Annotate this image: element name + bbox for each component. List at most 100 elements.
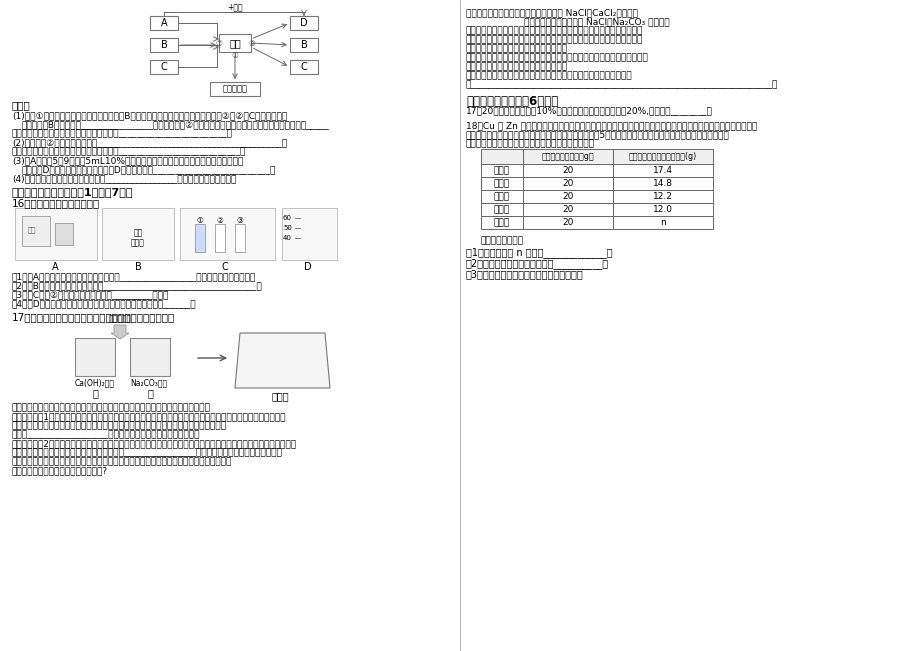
- Text: C: C: [161, 62, 167, 72]
- Text: 红磷: 红磷: [28, 227, 36, 233]
- Text: 乙同学猜想：废液中含有 NaCl、Na₂CO₃ 两种物质: 乙同学猜想：废液中含有 NaCl、Na₂CO₃ 两种物质: [524, 17, 669, 26]
- Text: 经过讨论确定，甲同学试管中废液含有的溶质是________________（填化学式），才会出现上述现象。: 经过讨论确定，甲同学试管中废液含有的溶质是________________（填化…: [12, 448, 282, 457]
- Text: 20: 20: [562, 218, 573, 227]
- Text: 加入稀硫酸的质量（g）: 加入稀硫酸的质量（g）: [541, 152, 594, 161]
- Text: 第３次: 第３次: [494, 192, 509, 201]
- Text: 17.4: 17.4: [652, 166, 673, 175]
- Text: 甲同学实验：取少量废液于试管中，向其中滴加碳酸钠溶液，无明显现象。: 甲同学实验：取少量废液于试管中，向其中滴加碳酸钠溶液，无明显现象。: [466, 35, 642, 44]
- Text: A: A: [161, 18, 167, 28]
- Text: 为了科学处理试验后产生的废液，甲、乙同学决定对废液缸中最终废液溶液的成分实行探究。: 为了科学处理试验后产生的废液，甲、乙同学决定对废液缸中最终废液溶液的成分实行探究…: [12, 457, 233, 466]
- Text: 【提出问题】最终废液中含有什么溶质?: 【提出问题】最终废液中含有什么溶质?: [12, 466, 108, 475]
- Text: 在此过程中，判断铜绿没有完全反应的现象是________________________。: 在此过程中，判断铜绿没有完全反应的现象是____________________…: [12, 129, 233, 138]
- Text: 是___________________________________________________________________。: 是_______________________________________…: [466, 80, 777, 89]
- Text: 第１次: 第１次: [494, 166, 509, 175]
- Text: 40: 40: [283, 235, 291, 241]
- Bar: [612, 164, 712, 177]
- Text: 60: 60: [283, 215, 291, 221]
- Text: C: C: [301, 62, 307, 72]
- Text: Na₂CO₃溶液: Na₂CO₃溶液: [130, 378, 167, 387]
- Bar: [150, 38, 177, 52]
- Text: （4）图D中配置一定溶质质量分数的氯化钠溶液时，结果会偏______。: （4）图D中配置一定溶质质量分数的氯化钠溶液时，结果会偏______。: [12, 299, 197, 308]
- Bar: [22, 216, 50, 246]
- Text: D: D: [300, 18, 308, 28]
- Text: (2)写出实验②反应的化学方程式_________________________________________。: (2)写出实验②反应的化学方程式________________________…: [12, 138, 287, 147]
- Text: (4)经过讨论，同学的建议小形能够用________________除去橡架上的绿色物质。: (4)经过讨论，同学的建议小形能够用________________除去橡架上的…: [12, 174, 236, 183]
- Text: 甲: 甲: [92, 388, 97, 398]
- Bar: [522, 164, 612, 177]
- Bar: [522, 177, 612, 190]
- Text: （1）图A中用碳代替红磷，在集气瓶中放入_________________溶液才能保证实验成功。: （1）图A中用碳代替红磷，在集气瓶中放入_________________溶液才…: [12, 272, 256, 281]
- Bar: [180, 208, 275, 260]
- Bar: [55, 223, 73, 245]
- Bar: [102, 208, 174, 260]
- Text: 20: 20: [562, 166, 573, 175]
- FancyArrow shape: [111, 325, 129, 339]
- Text: 第４次: 第４次: [494, 205, 509, 214]
- Text: 试填空: 试填空: [12, 100, 30, 110]
- Bar: [215, 224, 225, 252]
- Text: 17将20克溶质质量分数为10%的氢氧化钠溶液质量分数增至20%,需蒸发水________克: 17将20克溶质质量分数为10%的氢氧化钠溶液质量分数增至20%,需蒸发水___…: [466, 106, 712, 115]
- Text: 【观察与讨论2】当乙同学沿废液缸内壁缓慢摇摆圆锥液体时，观察到废液缸中先有气泡产生，然后又出现了白色沉淀。: 【观察与讨论2】当乙同学沿废液缸内壁缓慢摇摆圆锥液体时，观察到废液缸中先有气泡产…: [12, 439, 297, 448]
- Text: 绿色悬浮液: 绿色悬浮液: [222, 85, 247, 94]
- Text: 12.2: 12.2: [652, 192, 672, 201]
- Bar: [75, 338, 115, 376]
- Text: ①: ①: [197, 216, 203, 225]
- Text: 20: 20: [562, 179, 573, 188]
- Bar: [289, 16, 318, 30]
- Text: 17、甲、乙同学在学完酸的化学性质后，做了如下实验：: 17、甲、乙同学在学完酸的化学性质后，做了如下实验：: [12, 312, 175, 322]
- Bar: [289, 60, 318, 74]
- Text: 四、计算题（本题共6分。）: 四、计算题（本题共6分。）: [466, 95, 558, 108]
- Text: 充分反应后剩余固体的质量(g): 充分反应后剩余固体的质量(g): [629, 152, 697, 161]
- Text: 盐酸: 盐酸: [133, 228, 142, 237]
- Text: 第５次: 第５次: [494, 218, 509, 227]
- Text: 碳酸钠: 碳酸钠: [130, 238, 145, 247]
- Text: 实验结果：甲、乙同学依次将废液缓慢倒入同一洁净的废液缸中，然后实行了讨论。: 实验结果：甲、乙同学依次将废液缓慢倒入同一洁净的废液缸中，然后实行了讨论。: [12, 403, 210, 412]
- Text: 定某黄铜的组成，取一块该黄铜样品于烧杯中，向其中分5次加入相同溶液质量分数的稀硫酸，使之充分反应。: 定某黄铜的组成，取一块该黄铜样品于烧杯中，向其中分5次加入相同溶液质量分数的稀硫…: [466, 130, 729, 139]
- Text: ③: ③: [236, 216, 244, 225]
- Bar: [522, 149, 612, 164]
- Bar: [234, 224, 244, 252]
- Text: 乙同学实验：取少量废液于试管中，向其中滴加氢化钙溶液，出现白色沉淀。: 乙同学实验：取少量废液于试管中，向其中滴加氢化钙溶液，出现白色沉淀。: [466, 53, 648, 62]
- Bar: [481, 149, 522, 164]
- Text: （3）所用稀硫酸中硫酸的质量分数是多少？: （3）所用稀硫酸中硫酸的质量分数是多少？: [466, 269, 584, 279]
- Text: C: C: [221, 262, 228, 272]
- Bar: [150, 60, 177, 74]
- Bar: [481, 190, 522, 203]
- Bar: [481, 164, 522, 177]
- Text: +盐酸: +盐酸: [227, 2, 243, 11]
- Text: （2）图B中发生反应的化学方程式为__________________________________。: （2）图B中发生反应的化学方程式为_______________________…: [12, 281, 263, 290]
- Bar: [219, 34, 251, 52]
- Bar: [481, 203, 522, 216]
- Text: 在此过程中，列断铜绿没有完全反应的现象是___________________________。: 在此过程中，列断铜绿没有完全反应的现象是____________________…: [12, 147, 246, 156]
- Text: 20: 20: [562, 205, 573, 214]
- Text: （3）图C中第②支试管可证明铁生锈与_________相关。: （3）图C中第②支试管可证明铁生锈与_________相关。: [12, 290, 169, 299]
- Text: 观察到__________________时，就能够说明两种物质能发生反应。: 观察到__________________时，就能够说明两种物质能发生反应。: [12, 430, 200, 439]
- Bar: [522, 203, 612, 216]
- Text: 【反思与评价】丙同学对甲同学由实验现象得出的结论有疑问，其原因: 【反思与评价】丙同学对甲同学由实验现象得出的结论有疑问，其原因: [466, 71, 632, 80]
- Bar: [612, 149, 712, 164]
- Bar: [210, 82, 260, 96]
- Text: 得出结论：乙猜想成立，则甲猜想不成立。: 得出结论：乙猜想成立，则甲猜想不成立。: [466, 62, 568, 71]
- Bar: [150, 16, 177, 30]
- Text: 得出结论：甲猜想不成立，则乙猜想成立。: 得出结论：甲猜想不成立，则乙猜想成立。: [466, 44, 568, 53]
- Text: D: D: [304, 262, 312, 272]
- Text: 稀盐酸盐酸: 稀盐酸盐酸: [108, 314, 131, 323]
- Bar: [15, 208, 96, 260]
- Text: ①: ①: [232, 51, 238, 61]
- Text: 第２次: 第２次: [494, 179, 509, 188]
- Text: 16、根据下列实验回答问题：: 16、根据下列实验回答问题：: [12, 198, 100, 208]
- Text: (1)实验①是向铜绿中加入适量常见无色液体B，再加热至满，沉淀仍然不变色。实验②、②中C是一种常见的: (1)实验①是向铜绿中加入适量常见无色液体B，再加热至满，沉淀仍然不变色。实验②…: [12, 111, 287, 120]
- Bar: [195, 224, 205, 252]
- Text: 三、探究与实验题（每空1分，共7分）: 三、探究与实验题（每空1分，共7分）: [12, 187, 133, 197]
- Text: B: B: [134, 262, 142, 272]
- Text: Ca(OH)₂溶液: Ca(OH)₂溶液: [75, 378, 115, 387]
- Text: 20: 20: [562, 192, 573, 201]
- Text: 18、Cu 与 Zn 的合金称为黄铜，有优良的导热性和耐腐蚀性，可用作各种仪器零件。某化学兴趣小组的同学为了测: 18、Cu 与 Zn 的合金称为黄铜，有优良的导热性和耐腐蚀性，可用作各种仪器零…: [466, 121, 756, 130]
- Text: 黑色沉淀D，写出蓝色絮状沉淀转变为D的化学方程式__________________________。: 黑色沉淀D，写出蓝色絮状沉淀转变为D的化学方程式________________…: [22, 165, 276, 174]
- Text: 【观察与讨论1】甲同学在做实验时没有观察到明显现象，于是对氢氧化钙溶液和稀盐酸能发生反应表示怀疑，但乙: 【观察与讨论1】甲同学在做实验时没有观察到明显现象，于是对氢氧化钙溶液和稀盐酸能…: [12, 412, 286, 421]
- Text: 12.0: 12.0: [652, 205, 673, 214]
- Text: 【活动与探究】甲、乙同学为了验证自己的猜想分别同时实行了如下实验：: 【活动与探究】甲、乙同学为了验证自己的猜想分别同时实行了如下实验：: [466, 26, 642, 35]
- Text: 废液缸: 废液缸: [271, 391, 289, 401]
- Bar: [522, 190, 612, 203]
- Text: 同学认为，甲同学实验时向氢氧化钙溶液中应先滴几滴酚酞试液，再滴加适量的稀盐酸。当: 同学认为，甲同学实验时向氢氧化钙溶液中应先滴几滴酚酞试液，再滴加适量的稀盐酸。当: [12, 421, 227, 430]
